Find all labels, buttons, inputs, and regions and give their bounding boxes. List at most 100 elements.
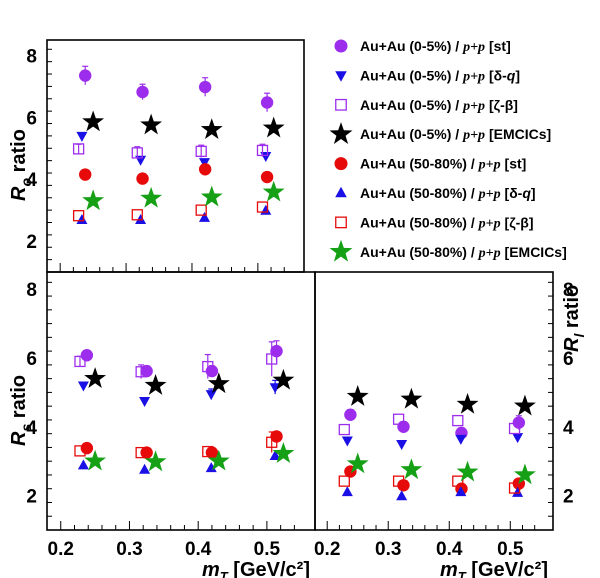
series (77, 379, 281, 407)
x-tick-label: 0.4 (436, 539, 463, 560)
data-point (207, 372, 230, 394)
legend-marker (329, 239, 353, 262)
data-point (392, 413, 405, 425)
series (72, 201, 269, 222)
data-point (205, 446, 219, 459)
series (79, 163, 274, 185)
legend-label: Au+Au (50-80%) / p+p [ζ-β] (360, 214, 534, 231)
panel-r-o: 2 4 6 8 Ro ratio (8, 39, 305, 273)
series (76, 131, 272, 169)
data-point (198, 163, 212, 176)
data-point (260, 204, 272, 215)
legend-label: Au+Au (50-80%) / p+p [st] (360, 156, 526, 173)
y-tick-label: 4 (563, 418, 574, 439)
panel-r-s: 2 4 6 8 0.2 0.3 0.4 0.5mT [GeV/c²] Rs ratio (8, 271, 316, 578)
data-point (84, 449, 107, 471)
data-point (140, 113, 163, 135)
series (82, 110, 285, 140)
data-point (260, 170, 274, 184)
y-tick-label: 8 (26, 46, 37, 67)
y-axis-title: Rs ratio (8, 375, 34, 446)
data-point (205, 390, 217, 401)
data-point (74, 445, 86, 457)
series (80, 430, 283, 459)
data-point (195, 145, 207, 158)
series (74, 341, 278, 379)
data-point (456, 460, 479, 482)
legend-label: Au+Au (50-80%) / p+p [δ-q] (360, 185, 536, 202)
data-point (452, 414, 464, 427)
data-point (512, 433, 524, 444)
series (72, 143, 269, 160)
data-point (205, 462, 217, 473)
y-tick-label: 2 (26, 487, 37, 508)
data-point (272, 368, 295, 390)
data-point (392, 475, 405, 487)
series (344, 465, 526, 495)
y-tick-label: 6 (26, 108, 37, 129)
data-point (455, 434, 467, 445)
legend-marker (335, 186, 347, 198)
y-tick-label: 4 (26, 418, 37, 439)
series (84, 442, 295, 472)
series (74, 431, 278, 459)
data-point (266, 353, 278, 365)
legend: Au+Au (0-5%) / p+p [st] Au+Au (0-5%) / p+… (315, 30, 600, 266)
data-point (262, 116, 285, 138)
data-point (344, 408, 357, 421)
series (76, 204, 272, 225)
series (346, 385, 536, 416)
data-point (131, 147, 143, 159)
legend-label: Au+Au (0-5%) / p+p [st] (360, 38, 511, 55)
data-point (200, 118, 223, 140)
plot-frame (314, 271, 554, 531)
data-point (262, 180, 285, 202)
data-point (396, 440, 408, 450)
data-point (346, 452, 369, 474)
data-point (338, 423, 350, 436)
x-axis-title: mT [GeV/c²] (202, 559, 310, 578)
data-point (207, 449, 230, 471)
data-point (82, 189, 105, 211)
data-point (396, 490, 408, 501)
data-point (82, 110, 105, 132)
x-tick-label: 0.4 (185, 539, 212, 560)
legend-label: Au+Au (0-5%) / p+p [EMCICs] (360, 126, 551, 143)
series (346, 452, 536, 485)
series (82, 180, 285, 211)
data-point (136, 172, 149, 185)
data-point (202, 445, 214, 458)
data-point (77, 459, 89, 470)
series (84, 367, 295, 395)
data-point (346, 385, 369, 406)
data-point (456, 392, 479, 414)
data-point (400, 387, 423, 409)
series (341, 433, 524, 450)
data-point (266, 436, 278, 448)
data-point (195, 204, 207, 216)
x-axis-title: mT [GeV/c²] (440, 559, 548, 578)
data-point (260, 96, 274, 109)
legend-label: Au+Au (0-5%) / p+p [ζ-β] (360, 97, 518, 114)
legend-label: Au+Au (0-5%) / p+p [δ-q] (360, 67, 520, 84)
data-point (202, 360, 214, 373)
data-point (513, 394, 536, 416)
data-point (131, 209, 143, 221)
legend-marker (334, 39, 348, 53)
series (80, 340, 283, 378)
panel-r-l: 2 4 6 8 0.2 0.3 0.4 0.5mT [GeV/c²] Rl ratio (314, 271, 587, 578)
data-point (139, 463, 151, 474)
data-point (508, 422, 521, 435)
y-axis-title: Ro ratio (8, 129, 34, 201)
series (77, 450, 281, 474)
x-tick-label: 0.5 (497, 539, 524, 560)
data-point (74, 355, 86, 368)
data-point (198, 211, 210, 222)
legend-box (315, 30, 600, 266)
data-point (341, 486, 353, 497)
x-tick-label: 0.3 (375, 539, 401, 560)
plot-frame (46, 271, 316, 531)
data-point (256, 201, 269, 213)
y-tick-label: 4 (26, 170, 37, 191)
series (338, 413, 521, 436)
